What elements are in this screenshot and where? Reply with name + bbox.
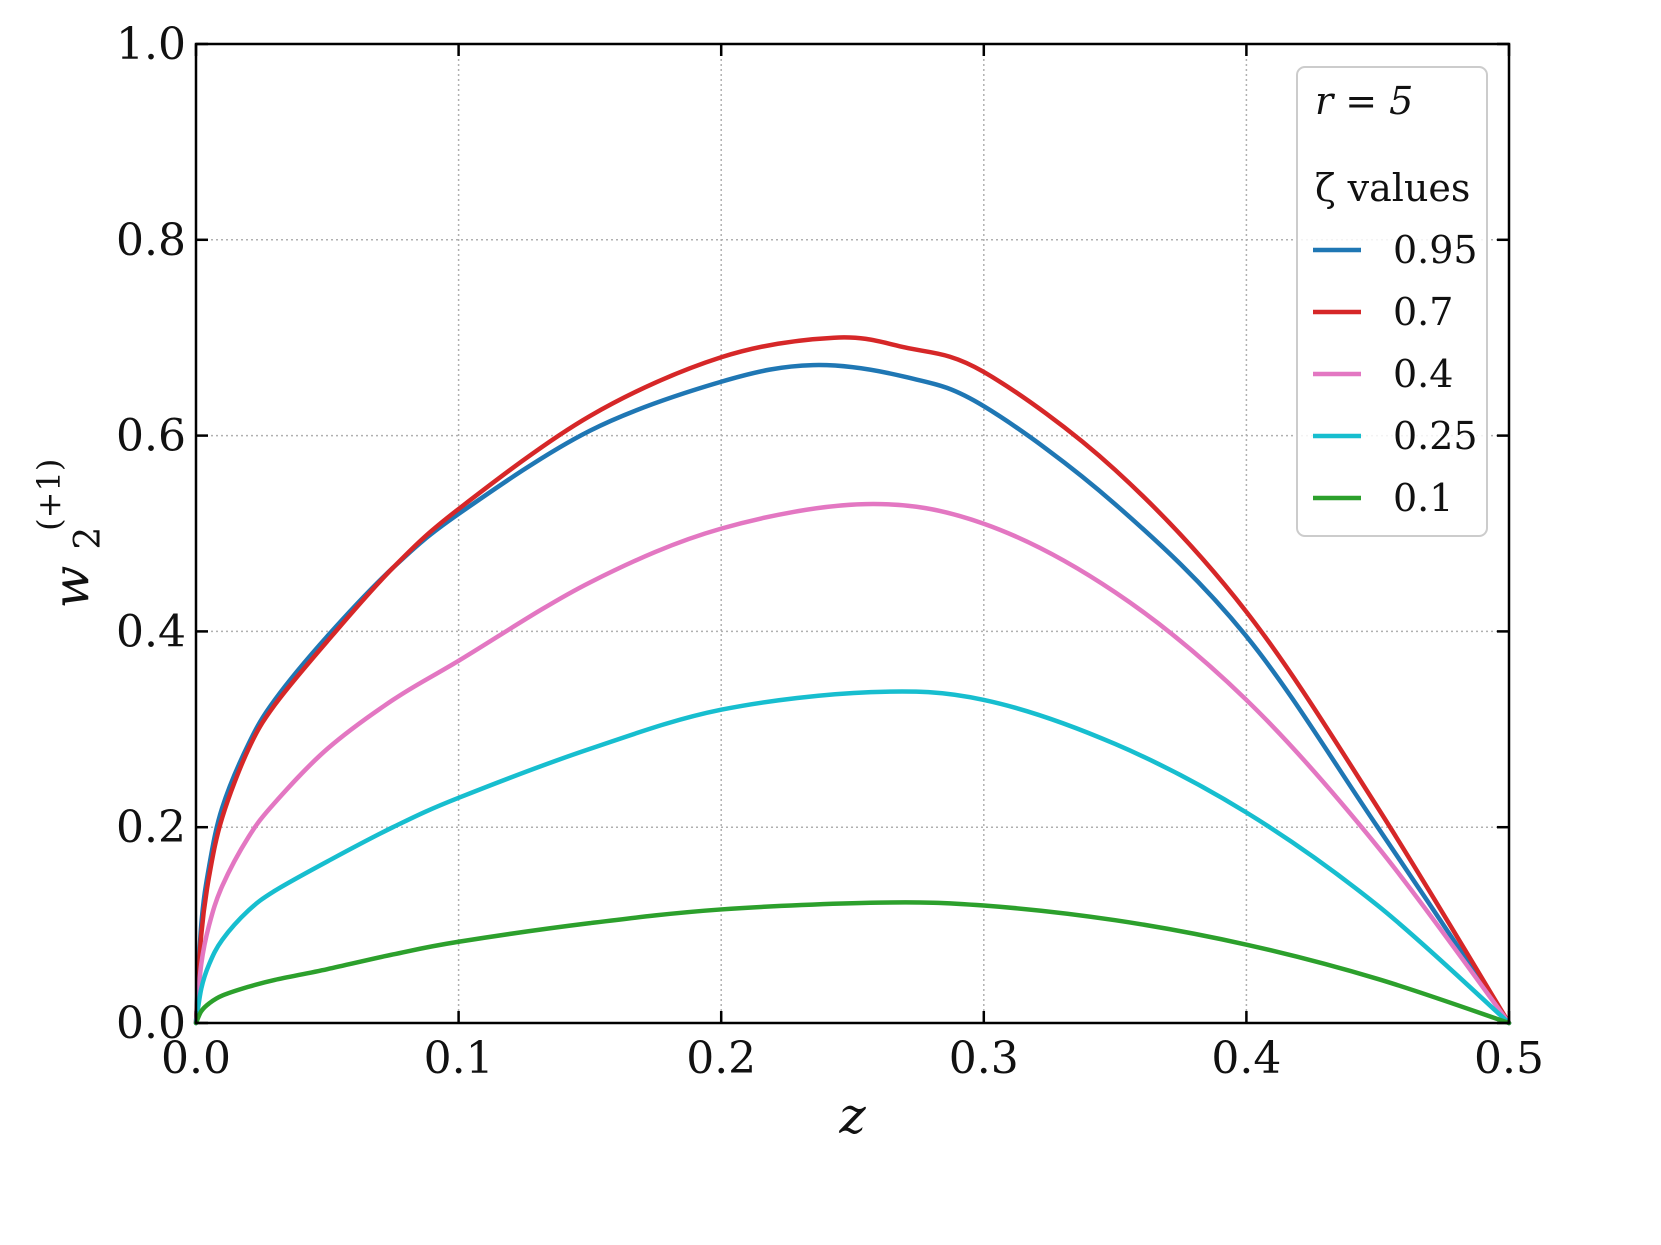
legend: r = 5 ζ values 0.95 0.7 0.4 0.25 0.1 bbox=[1296, 66, 1488, 537]
axis-ticks bbox=[194, 42, 1511, 1025]
series-line-zeta-0_4 bbox=[193, 501, 1512, 1026]
y-tick-label: 0.2 bbox=[116, 802, 186, 853]
legend-entry-label: 0.4 bbox=[1393, 352, 1453, 396]
legend-entry-label: 0.95 bbox=[1393, 228, 1478, 272]
y-axis-label-base: w bbox=[42, 566, 100, 609]
legend-annotation: r = 5 bbox=[1315, 79, 1413, 123]
x-tick-label: 0.1 bbox=[424, 1033, 494, 1084]
legend-entry-label: 0.1 bbox=[1393, 476, 1453, 520]
y-tick-label: 0.4 bbox=[116, 606, 186, 657]
tick-labels: 0.0 0.1 0.2 0.3 0.4 0.5 0.0 0.2 0.4 0.6 0.8 1.0 bbox=[116, 19, 1544, 1084]
x-axis-label: z bbox=[838, 1087, 866, 1145]
legend-entry-label: 0.7 bbox=[1393, 290, 1453, 334]
series-line-zeta-0_7 bbox=[193, 335, 1512, 1026]
svg-text:w 2 (+1): w 2 (+1) bbox=[30, 459, 112, 609]
x-tick-label: 0.4 bbox=[1211, 1033, 1281, 1084]
grid-lines bbox=[196, 44, 1509, 1023]
plot-frame bbox=[194, 42, 1511, 1025]
y-tick-label: 0.0 bbox=[116, 998, 186, 1049]
y-axis-label: w 2 (+1) bbox=[30, 459, 112, 609]
x-tick-label: 0.2 bbox=[686, 1033, 756, 1084]
y-axis-label-subscript: 2 bbox=[68, 527, 109, 550]
series-line-zeta-0_1 bbox=[193, 900, 1512, 1026]
series-line-zeta-0_95 bbox=[193, 362, 1512, 1026]
legend-entry-label: 0.25 bbox=[1393, 414, 1478, 458]
y-tick-label: 0.8 bbox=[116, 215, 186, 266]
y-axis-label-superscript: (+1) bbox=[30, 459, 68, 531]
series-lines bbox=[193, 335, 1512, 1026]
legend-title: ζ values bbox=[1315, 166, 1470, 210]
legend-box bbox=[1296, 66, 1488, 537]
x-tick-label: 0.5 bbox=[1474, 1033, 1544, 1084]
y-tick-label: 1.0 bbox=[116, 19, 186, 70]
series-line-zeta-0_25 bbox=[193, 689, 1512, 1026]
x-tick-label: 0.3 bbox=[949, 1033, 1019, 1084]
x-tick-label: 0.0 bbox=[161, 1033, 231, 1084]
y-tick-label: 0.6 bbox=[116, 411, 186, 462]
legend-entries: 0.95 0.7 0.4 0.25 0.1 bbox=[1313, 228, 1478, 520]
